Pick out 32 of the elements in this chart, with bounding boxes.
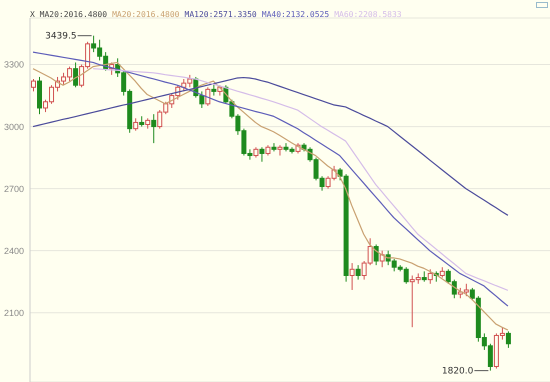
candlestick (506, 330, 511, 348)
text: MA40:2132.0525 (262, 10, 330, 19)
candlestick (211, 82, 216, 96)
candlestick (151, 114, 156, 144)
annotation: 3439.5 (45, 32, 77, 42)
line-series (32, 76, 509, 216)
text: MA60:2208.5833 (334, 10, 402, 19)
annotation: X MA20:2016.4800 (30, 10, 108, 19)
annotation: 1820.0 (442, 366, 474, 377)
candlestick (374, 244, 379, 266)
candlestick (73, 62, 78, 88)
y-tick-label: 2400 (4, 246, 24, 256)
candlestick (253, 146, 258, 158)
candlestick (259, 146, 264, 162)
candlestick (422, 270, 427, 282)
candlestick (277, 144, 282, 156)
y-tick-label: 3000 (4, 122, 24, 132)
candlestick (440, 266, 445, 278)
candlestick (265, 144, 270, 156)
candlestick (356, 264, 361, 280)
candlestick (205, 86, 210, 106)
candlestick (350, 262, 355, 290)
candlestick (428, 268, 433, 284)
candlestick (139, 116, 144, 128)
y-tick-label: 3300 (4, 60, 24, 70)
y-tick-label: 2700 (4, 184, 24, 194)
candlestick (145, 118, 150, 130)
text: MA120:2571.3350 (184, 10, 257, 19)
candlestick (31, 78, 36, 92)
candlestick (133, 118, 138, 132)
text: MA20:2016.4800 (112, 10, 180, 19)
y-tick-label: 2100 (4, 308, 24, 318)
